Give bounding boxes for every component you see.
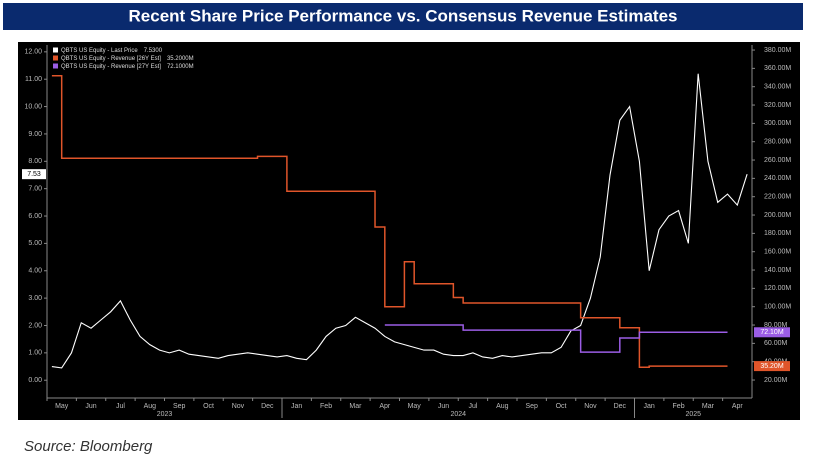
x-tick-label: Nov (232, 403, 245, 410)
series-line (384, 324, 728, 353)
x-tick-label: Nov (584, 403, 597, 410)
legend-entry: QBTS US Equity - Revenue [26Y Est] 35.200… (61, 56, 194, 62)
x-tick-label: Sep (173, 403, 186, 410)
x-tick-label: Jun (438, 403, 449, 410)
y2-tick-label: 20.00M (764, 377, 788, 384)
y-tick-label: 2.00 (28, 322, 42, 329)
y2-tick-label: 360.00M (764, 65, 791, 72)
y-tick-label: 10.00 (24, 103, 42, 110)
y2-tick-label: 80.00M (764, 322, 788, 329)
x-tick-label: Aug (496, 403, 509, 410)
y2-tick-label: 60.00M (764, 340, 788, 347)
legend-swatch (53, 55, 58, 61)
y-tick-label: 8.00 (28, 158, 42, 165)
y2-tick-label: 240.00M (764, 175, 791, 182)
x-tick-label: Oct (203, 403, 214, 410)
chart-title: Recent Share Price Performance vs. Conse… (129, 6, 678, 25)
last-value-tag (754, 361, 790, 372)
x-tick-label: Jul (468, 403, 477, 410)
x-tick-label: Feb (673, 403, 685, 410)
x-tick-label: Jun (85, 403, 96, 410)
x-tick-label: Dec (614, 403, 627, 410)
legend-name: QBTS US Equity - Revenue [27Y Est] (61, 64, 161, 70)
y-tick-label: 3.00 (28, 295, 42, 302)
y-tick-label: 11.00 (25, 76, 42, 83)
legend-value: 35.2000M (167, 56, 194, 62)
y2-tick-label: 260.00M (764, 157, 791, 164)
y-tick-label: 9.00 (28, 131, 42, 138)
legend-swatch (53, 63, 58, 69)
legend-entry: QBTS US Equity - Last Price 7.5300 (61, 48, 163, 54)
x-tick-label: Sep (525, 403, 538, 410)
y2-tick-label: 340.00M (764, 84, 791, 91)
y-tick-label: 4.00 (28, 268, 42, 275)
x-tick-label: Dec (261, 403, 274, 410)
x-tick-label: Jul (116, 403, 125, 410)
x-tick-label: Jan (291, 403, 302, 410)
series-line (51, 73, 748, 369)
x-tick-label: Mar (702, 403, 715, 410)
y-tick-label: 12.00 (24, 49, 42, 56)
y2-tick-label: 140.00M (764, 267, 791, 274)
x-tick-label: Mar (349, 403, 362, 410)
x-tick-label: Feb (320, 403, 332, 410)
legend-name: QBTS US Equity - Revenue [26Y Est] (61, 56, 161, 62)
y2-tick-label: 180.00M (764, 230, 791, 237)
x-tick-label: Aug (144, 403, 157, 410)
last-value-label: 72.10M (760, 329, 784, 336)
x-tick-label: May (55, 403, 69, 410)
last-value-tag (22, 169, 46, 180)
legend-value: 7.5300 (144, 48, 163, 54)
y2-tick-label: 100.00M (764, 304, 791, 311)
plot-background (18, 42, 800, 420)
x-tick-label: Oct (556, 403, 567, 410)
y-tick-label: 0.00 (28, 377, 42, 384)
last-value-label: 7.53 (27, 171, 41, 178)
x-year-label: 2025 (685, 411, 701, 418)
y-tick-label: 7.00 (28, 186, 42, 193)
y2-tick-label: 220.00M (764, 194, 791, 201)
y2-tick-label: 120.00M (764, 285, 791, 292)
y-tick-label: 5.00 (28, 240, 42, 247)
x-year-label: 2023 (157, 411, 173, 418)
legend-entry: QBTS US Equity - Revenue [27Y Est] 72.100… (61, 64, 194, 70)
series-line (51, 74, 728, 368)
legend-swatch (53, 47, 58, 53)
x-tick-label: Apr (732, 403, 744, 410)
title-bar (3, 3, 803, 30)
x-tick-label: May (408, 403, 422, 410)
y2-tick-label: 300.00M (764, 120, 791, 127)
y2-tick-label: 160.00M (764, 249, 791, 256)
last-value-tag (754, 327, 790, 338)
legend-value: 72.1000M (167, 64, 194, 70)
y2-tick-label: 280.00M (764, 139, 791, 146)
source: Source: Bloomberg (24, 438, 153, 455)
last-value-label: 35.20M (760, 363, 784, 370)
y2-tick-label: 380.00M (764, 47, 791, 54)
x-year-label: 2024 (450, 411, 466, 418)
y2-tick-label: 200.00M (764, 212, 791, 219)
x-tick-label: Apr (379, 403, 391, 410)
x-tick-label: Jan (644, 403, 655, 410)
y-tick-label: 6.00 (28, 213, 42, 220)
legend-name: QBTS US Equity - Last Price (61, 48, 138, 54)
y2-tick-label: 320.00M (764, 102, 791, 109)
y-tick-label: 1.00 (28, 350, 42, 357)
